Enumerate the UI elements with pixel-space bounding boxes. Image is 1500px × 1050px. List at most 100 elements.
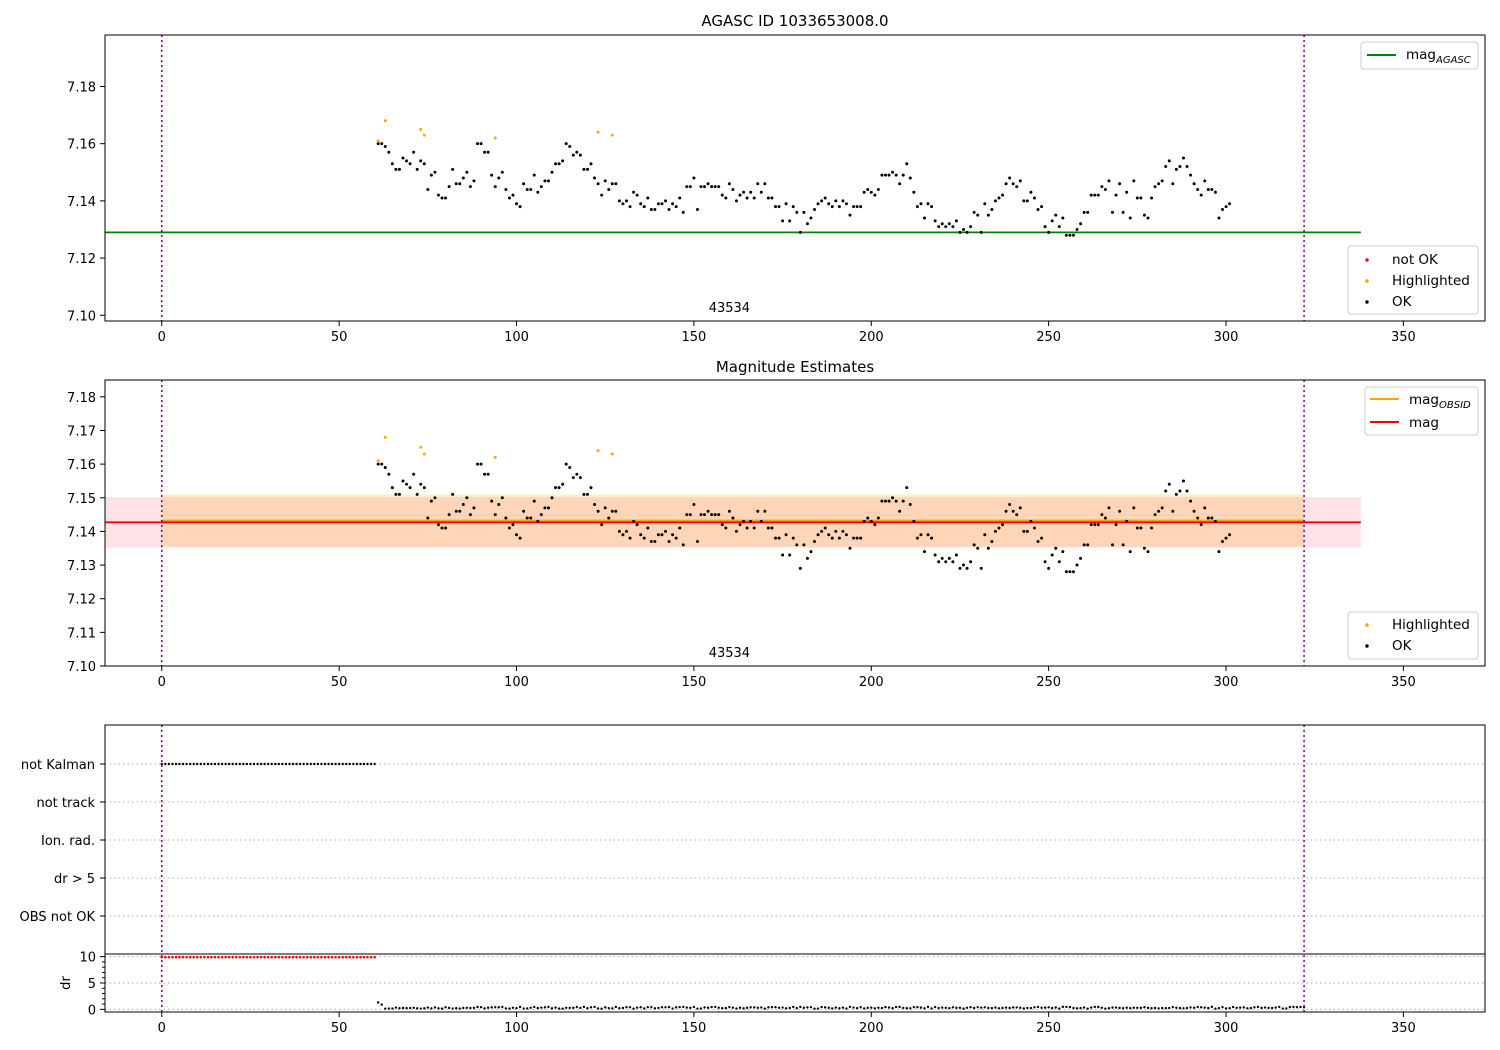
- dr-low-point: [401, 1006, 405, 1010]
- dr-low-point: [1001, 1006, 1004, 1010]
- legend-label: OK: [1392, 638, 1413, 654]
- dr-low-point: [1022, 1007, 1026, 1010]
- dr-low-point: [1178, 1006, 1182, 1010]
- not-kalman-flag-point: [259, 762, 263, 766]
- dr-low-point: [604, 1006, 607, 1009]
- ok-point: [944, 560, 948, 564]
- dr-low-point: [635, 1006, 639, 1009]
- dr-low-point: [1246, 1007, 1249, 1010]
- dr-low-point: [415, 1007, 419, 1010]
- ok-point: [717, 185, 721, 189]
- ok-point: [461, 502, 465, 506]
- ok-point: [468, 513, 472, 517]
- dr-high-point: [352, 955, 355, 959]
- legend-box: [1347, 245, 1479, 315]
- dr-high-point: [188, 955, 192, 959]
- ok-point: [1064, 233, 1068, 237]
- dr-low-point: [689, 1006, 692, 1010]
- dr-low-point: [525, 1007, 529, 1010]
- ok-point: [564, 142, 568, 146]
- ok-point: [1004, 509, 1008, 513]
- ok-point: [497, 176, 501, 180]
- not-kalman-flag-point: [281, 762, 284, 766]
- ok-point: [699, 513, 703, 517]
- ok-point: [848, 546, 852, 550]
- ok-point: [749, 519, 753, 523]
- ok-point: [1107, 179, 1111, 183]
- ok-point: [713, 513, 717, 517]
- ok-point: [1036, 207, 1040, 211]
- dr-low-point: [575, 1005, 579, 1009]
- ok-point: [823, 526, 827, 530]
- ok-point: [1008, 176, 1012, 180]
- ok-point: [557, 486, 561, 490]
- ok-point: [1203, 179, 1207, 183]
- ok-point: [926, 533, 930, 537]
- dr-high-point: [359, 955, 362, 959]
- y-tick-label: 7.13: [67, 559, 96, 574]
- ok-point: [763, 182, 767, 186]
- ok-point: [830, 536, 834, 540]
- ok-point: [1001, 193, 1005, 197]
- ok-point: [908, 502, 912, 506]
- not-kalman-flag-point: [199, 762, 202, 766]
- dr-low-point: [596, 1007, 600, 1010]
- dr-low-point: [838, 1007, 841, 1010]
- ok-point: [1075, 563, 1079, 567]
- dr-low-point: [713, 1005, 717, 1009]
- y-tick-label: 7.18: [67, 80, 96, 95]
- category-label: not track: [36, 796, 95, 811]
- ok-point: [628, 205, 632, 209]
- not-kalman-flag-point: [174, 762, 178, 766]
- ok-point: [784, 202, 788, 206]
- ok-point: [632, 519, 636, 523]
- ok-point: [1054, 546, 1058, 550]
- not-kalman-flag-point: [249, 762, 252, 766]
- not-kalman-flag-point: [291, 762, 295, 766]
- not-kalman-flag-point: [231, 762, 234, 766]
- x-tick-label: 100: [504, 1021, 529, 1036]
- ok-point: [632, 190, 636, 194]
- dr-low-point: [1139, 1006, 1143, 1010]
- ok-point: [1111, 210, 1115, 214]
- ok-point: [905, 162, 909, 166]
- not-kalman-flag-point: [298, 762, 302, 766]
- dr-low-point: [820, 1005, 823, 1009]
- ok-point: [940, 556, 944, 560]
- dr-low-point: [1185, 1006, 1189, 1010]
- ok-point: [784, 533, 788, 537]
- ok-point: [1228, 202, 1232, 206]
- not-kalman-flag-point: [213, 762, 217, 766]
- ok-point: [1178, 489, 1182, 493]
- dr-low-point: [543, 1006, 547, 1009]
- dr-low-point: [639, 1005, 642, 1009]
- not-kalman-flag-point: [320, 762, 323, 766]
- dr-tick-label: 5: [88, 977, 96, 992]
- ok-point: [919, 202, 923, 206]
- dr-low-point: [423, 1007, 426, 1010]
- dr-low-point: [859, 1006, 862, 1009]
- ok-point: [820, 529, 824, 533]
- x-tick-label: 250: [1036, 330, 1061, 345]
- dr-low-point: [1267, 1006, 1270, 1010]
- dr-low-point: [1207, 1006, 1210, 1010]
- ok-point: [1128, 550, 1132, 554]
- dr-low-point: [529, 1006, 532, 1009]
- not-kalman-flag-point: [220, 762, 224, 766]
- dr-low-point: [589, 1006, 593, 1009]
- dr-low-point: [809, 1005, 813, 1009]
- dr-low-point: [916, 1006, 919, 1009]
- ok-point: [1192, 509, 1196, 513]
- ok-point: [589, 486, 593, 490]
- ok-point: [628, 536, 632, 540]
- dr-low-point: [1175, 1006, 1178, 1009]
- ok-point: [898, 509, 902, 513]
- dr-low-point: [1189, 1006, 1192, 1009]
- y-tick-label: 7.11: [67, 626, 96, 641]
- ok-point: [674, 536, 678, 540]
- dr-low-point: [756, 1006, 759, 1009]
- dr-low-point: [678, 1005, 681, 1009]
- not-kalman-flag-point: [210, 762, 213, 766]
- dr-low-point: [433, 1006, 437, 1009]
- ok-point: [571, 153, 575, 157]
